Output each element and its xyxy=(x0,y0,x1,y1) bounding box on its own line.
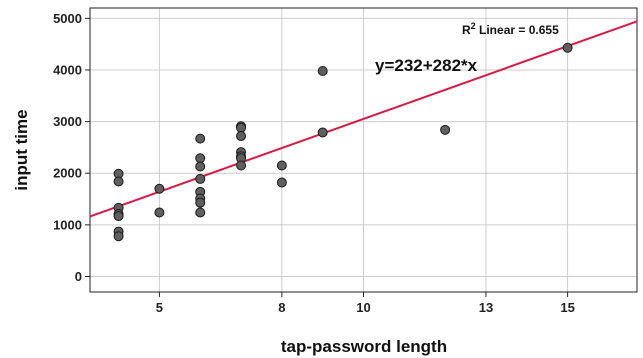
data-point xyxy=(276,160,287,171)
data-point xyxy=(236,160,247,171)
data-point xyxy=(195,197,206,208)
data-point xyxy=(562,42,573,53)
y-tick-label: 0 xyxy=(75,269,82,284)
x-tick-label: 10 xyxy=(356,300,370,315)
data-point xyxy=(195,153,206,164)
data-point xyxy=(154,207,165,218)
data-point xyxy=(236,131,247,142)
data-point xyxy=(236,122,247,133)
y-tick-label: 4000 xyxy=(53,62,82,77)
regression-line-group xyxy=(89,20,638,218)
x-tick-label: 15 xyxy=(560,300,574,315)
data-point xyxy=(317,65,328,76)
data-point xyxy=(440,124,451,135)
data-point xyxy=(276,177,287,188)
data-point xyxy=(195,207,206,218)
x-tick-label: 5 xyxy=(156,300,163,315)
data-point xyxy=(195,133,206,144)
r-squared-annotation: R2 Linear = 0.655 xyxy=(462,21,559,37)
regression-line xyxy=(89,20,638,218)
y-axis-title: input time xyxy=(12,109,31,190)
x-tick-label: 8 xyxy=(278,300,285,315)
y-tick-label: 3000 xyxy=(53,114,82,129)
x-axis-title: tap-password length xyxy=(281,337,447,356)
y-tick-label: 1000 xyxy=(53,217,82,232)
data-point xyxy=(113,176,124,187)
data-point xyxy=(113,211,124,222)
x-tick-label: 13 xyxy=(479,300,493,315)
axis-ticks: 0 1000 2000 3000 4000 5000 5 8 10 13 15 xyxy=(53,11,575,315)
data-point xyxy=(154,183,165,194)
data-point xyxy=(195,173,206,184)
regression-equation: y=232+282*x xyxy=(375,56,478,75)
y-tick-label: 2000 xyxy=(53,166,82,181)
y-tick-label: 5000 xyxy=(53,11,82,26)
data-point xyxy=(113,231,124,242)
data-point xyxy=(317,127,328,138)
data-points xyxy=(113,42,573,242)
grid-lines xyxy=(90,8,637,292)
data-point xyxy=(195,161,206,172)
